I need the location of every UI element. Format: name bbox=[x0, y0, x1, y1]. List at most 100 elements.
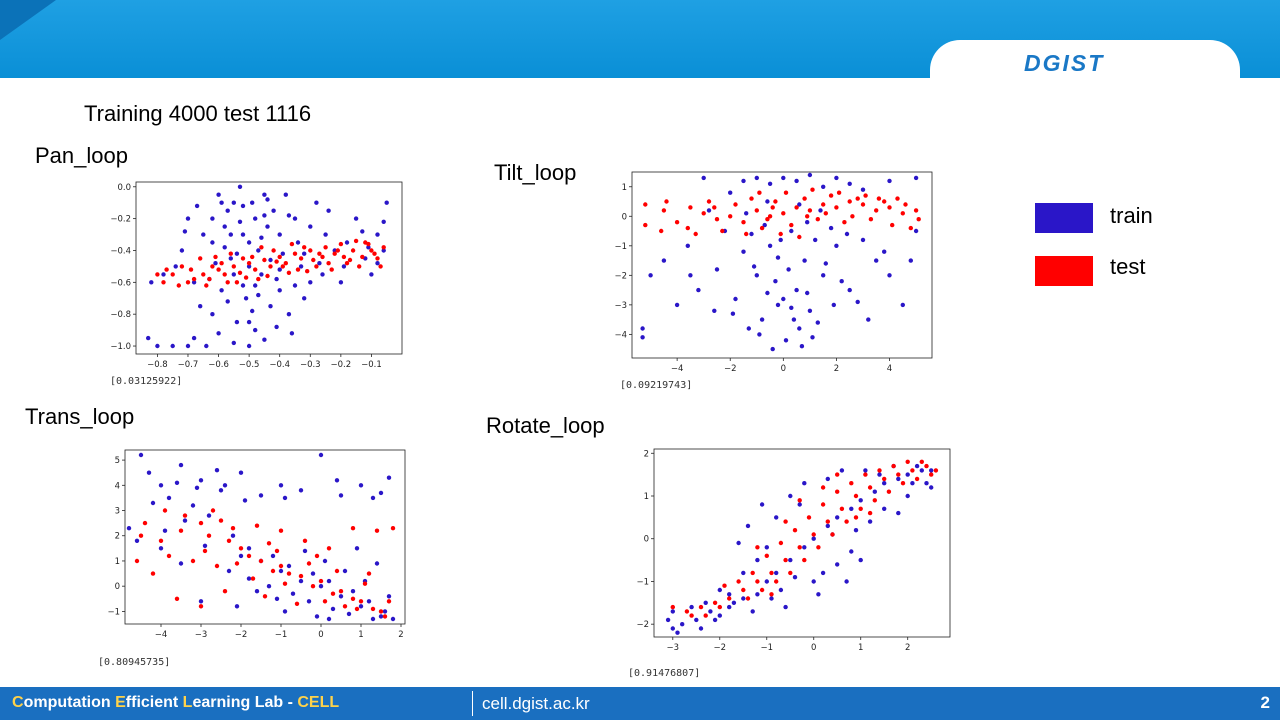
train-point bbox=[354, 546, 360, 551]
train-point bbox=[278, 483, 284, 488]
train-point bbox=[332, 248, 337, 253]
train-point bbox=[334, 478, 340, 483]
test-point bbox=[354, 606, 360, 612]
train-point bbox=[805, 220, 810, 225]
test-point bbox=[170, 272, 175, 277]
train-point bbox=[201, 232, 206, 237]
test-point bbox=[674, 220, 680, 225]
test-point bbox=[759, 587, 765, 593]
train-point bbox=[374, 561, 380, 566]
test-point bbox=[905, 459, 910, 464]
train-point bbox=[320, 272, 325, 277]
train-point bbox=[378, 490, 384, 496]
train-point bbox=[751, 264, 757, 269]
test-point bbox=[903, 202, 908, 207]
test-point bbox=[198, 256, 203, 261]
footer-url: cell.dgist.ac.kr bbox=[482, 694, 590, 713]
y-tick-label: 0 bbox=[115, 582, 120, 592]
legend-train-label: train bbox=[1110, 203, 1153, 228]
test-point bbox=[834, 205, 839, 210]
train-point bbox=[268, 304, 273, 309]
train-point bbox=[802, 481, 807, 486]
train-point bbox=[797, 202, 802, 207]
rotate-loop-title: Rotate_loop bbox=[486, 413, 605, 438]
train-point bbox=[308, 224, 313, 229]
train-point bbox=[648, 273, 653, 278]
test-point bbox=[849, 481, 854, 486]
train-point bbox=[733, 296, 738, 302]
train-point bbox=[741, 596, 746, 601]
train-point bbox=[218, 488, 224, 493]
test-point bbox=[805, 214, 810, 219]
train-point bbox=[727, 604, 732, 610]
train-point bbox=[860, 237, 866, 243]
test-point bbox=[767, 214, 773, 219]
test-point bbox=[191, 276, 197, 282]
test-point bbox=[867, 485, 873, 490]
train-point bbox=[234, 319, 240, 325]
test-point bbox=[789, 222, 794, 228]
y-tick-label: −0.4 bbox=[110, 246, 131, 256]
test-point bbox=[914, 476, 920, 482]
train-point bbox=[853, 528, 859, 533]
test-point bbox=[362, 581, 368, 586]
test-point bbox=[688, 205, 693, 210]
train-point bbox=[794, 287, 799, 293]
train-point bbox=[266, 584, 272, 589]
test-point bbox=[250, 254, 255, 260]
test-point bbox=[744, 231, 749, 237]
train-point bbox=[323, 232, 328, 237]
train-point bbox=[736, 540, 741, 546]
x-tick-label: −2 bbox=[724, 364, 737, 374]
train-point bbox=[262, 213, 267, 218]
test-point bbox=[741, 587, 746, 593]
y-tick-label: −0.2 bbox=[110, 215, 131, 225]
train-point bbox=[778, 587, 784, 593]
test-point bbox=[185, 280, 191, 285]
rotate-loop-plot: −3 −2 −1 0 1 2 2 1 0 −1 −2 bbox=[636, 448, 951, 653]
train-point bbox=[789, 305, 794, 310]
train-point bbox=[770, 346, 775, 352]
test-point bbox=[338, 241, 344, 247]
test-point bbox=[778, 231, 783, 237]
test-point bbox=[350, 526, 356, 531]
y-tick-label: −0.8 bbox=[110, 310, 131, 320]
train-point bbox=[238, 553, 244, 559]
x-tick-label: −1 bbox=[275, 630, 288, 640]
x-tick-label: −0.2 bbox=[331, 360, 352, 370]
test-point bbox=[774, 579, 779, 584]
test-point bbox=[815, 217, 820, 222]
train-point bbox=[198, 478, 204, 483]
x-tick-label: −3 bbox=[195, 630, 208, 640]
train-point bbox=[182, 229, 188, 234]
train-point bbox=[900, 302, 905, 308]
train-point bbox=[242, 498, 248, 503]
train-point bbox=[274, 276, 279, 282]
test-point bbox=[182, 513, 188, 518]
train-point bbox=[728, 190, 733, 195]
test-point bbox=[781, 211, 786, 216]
train-point bbox=[375, 261, 380, 266]
test-series bbox=[670, 459, 939, 618]
train-point bbox=[767, 243, 773, 248]
test-point bbox=[262, 594, 268, 599]
train-point bbox=[896, 510, 901, 516]
train-point bbox=[308, 280, 313, 285]
train-point bbox=[689, 604, 694, 610]
test-point bbox=[231, 264, 236, 269]
test-point bbox=[727, 596, 732, 601]
test-point bbox=[298, 573, 304, 579]
test-point bbox=[294, 601, 300, 606]
test-point bbox=[295, 267, 301, 272]
train-point bbox=[839, 468, 845, 473]
train-point bbox=[286, 312, 292, 317]
train-point bbox=[757, 332, 762, 337]
pan-loop-score: [0.03125922] bbox=[110, 376, 183, 387]
train-point bbox=[717, 613, 722, 618]
train-point bbox=[759, 317, 765, 322]
train-point bbox=[298, 488, 304, 493]
test-point bbox=[759, 225, 765, 231]
train-point bbox=[282, 609, 288, 614]
test-point bbox=[797, 545, 802, 550]
train-point bbox=[835, 562, 840, 567]
